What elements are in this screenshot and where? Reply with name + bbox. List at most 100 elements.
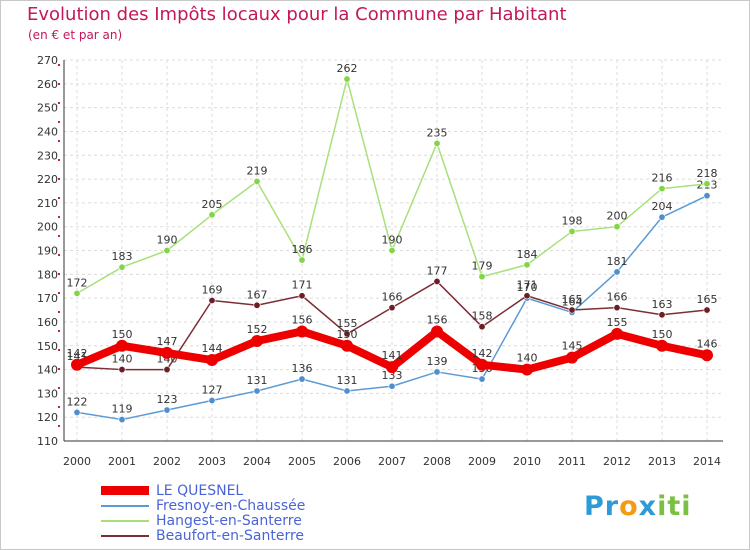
data-point-beaufort-en-santerre xyxy=(523,292,531,300)
y-tick-label: 220 xyxy=(37,173,58,186)
data-point-beaufort-en-santerre xyxy=(658,311,666,319)
x-tick-label: 2004 xyxy=(243,455,271,468)
data-label-fresnoy-en-chauss-e: 131 xyxy=(247,374,268,387)
data-label-beaufort-en-santerre: 167 xyxy=(247,288,268,301)
x-tick-label: 2009 xyxy=(468,455,496,468)
data-point-le-quesnel xyxy=(521,363,533,376)
data-point-fresnoy-en-chauss-e xyxy=(703,192,711,200)
x-tick-label: 2012 xyxy=(603,455,631,468)
data-label-le-quesnel: 146 xyxy=(697,337,718,350)
data-point-hangest-en-santerre xyxy=(658,185,666,193)
data-label-beaufort-en-santerre: 155 xyxy=(337,317,358,330)
data-point-le-quesnel xyxy=(116,339,128,352)
data-point-le-quesnel xyxy=(566,351,578,364)
data-label-beaufort-en-santerre: 171 xyxy=(292,279,313,292)
legend-swatch-hangest xyxy=(101,520,149,522)
legend-label-hangest: Hangest-en-Santerre xyxy=(156,513,302,529)
proxiti-logo: Proxiti xyxy=(584,491,692,522)
data-point-fresnoy-en-chauss-e xyxy=(253,387,261,395)
data-label-le-quesnel: 155 xyxy=(607,316,628,329)
data-label-hangest-en-santerre: 190 xyxy=(382,234,403,247)
y-tick-label: 200 xyxy=(37,221,58,234)
data-label-fresnoy-en-chauss-e: 181 xyxy=(607,255,628,268)
data-point-le-quesnel xyxy=(701,349,713,362)
data-point-hangest-en-santerre xyxy=(253,177,261,185)
y-tick-label: 120 xyxy=(37,411,58,424)
legend-label-le-quesnel: LE QUESNEL xyxy=(156,483,244,499)
data-label-fresnoy-en-chauss-e: 119 xyxy=(112,403,133,416)
data-point-beaufort-en-santerre xyxy=(298,292,306,300)
data-point-le-quesnel xyxy=(611,327,623,340)
data-label-beaufort-en-santerre: 163 xyxy=(652,298,673,311)
data-point-beaufort-en-santerre xyxy=(388,304,396,312)
data-point-beaufort-en-santerre xyxy=(568,306,576,314)
data-point-le-quesnel xyxy=(656,339,668,352)
data-label-hangest-en-santerre: 172 xyxy=(67,276,88,289)
data-point-fresnoy-en-chauss-e xyxy=(208,397,216,405)
data-label-le-quesnel: 147 xyxy=(157,335,178,348)
data-point-le-quesnel xyxy=(161,346,173,359)
data-label-fresnoy-en-chauss-e: 136 xyxy=(292,362,313,375)
data-label-fresnoy-en-chauss-e: 170 xyxy=(517,281,538,294)
data-label-beaufort-en-santerre: 165 xyxy=(697,293,718,306)
data-point-beaufort-en-santerre xyxy=(163,366,171,374)
data-point-hangest-en-santerre xyxy=(343,75,351,83)
data-label-hangest-en-santerre: 205 xyxy=(202,198,223,211)
data-label-fresnoy-en-chauss-e: 164 xyxy=(562,295,583,308)
y-tick-label: 230 xyxy=(37,149,58,162)
data-label-hangest-en-santerre: 200 xyxy=(607,210,628,223)
y-tick-label: 140 xyxy=(37,364,58,377)
data-label-fresnoy-en-chauss-e: 122 xyxy=(67,395,88,408)
legend-swatch-beaufort xyxy=(101,535,149,537)
data-label-le-quesnel: 150 xyxy=(112,328,133,341)
legend-swatch-le-quesnel xyxy=(101,486,149,495)
data-point-hangest-en-santerre xyxy=(208,211,216,219)
data-label-hangest-en-santerre: 216 xyxy=(652,172,673,185)
y-tick-label: 150 xyxy=(37,340,58,353)
data-point-hangest-en-santerre xyxy=(118,263,126,271)
x-tick-label: 2010 xyxy=(513,455,541,468)
data-label-beaufort-en-santerre: 171 xyxy=(517,279,538,292)
data-label-fresnoy-en-chauss-e: 133 xyxy=(382,369,403,382)
data-label-fresnoy-en-chauss-e: 127 xyxy=(202,384,223,397)
data-point-le-quesnel xyxy=(431,325,443,338)
data-point-le-quesnel xyxy=(386,361,398,374)
data-label-beaufort-en-santerre: 158 xyxy=(472,310,493,323)
chart-subtitle: (en € et par an) xyxy=(28,28,123,42)
data-label-beaufort-en-santerre: 166 xyxy=(382,291,403,304)
data-label-hangest-en-santerre: 184 xyxy=(517,248,538,261)
x-tick-label: 2001 xyxy=(108,455,136,468)
data-point-hangest-en-santerre xyxy=(73,289,81,297)
y-tick-label: 130 xyxy=(37,387,58,400)
y-tick-label: 260 xyxy=(37,78,58,91)
x-tick-label: 2006 xyxy=(333,455,361,468)
data-point-le-quesnel xyxy=(71,358,83,371)
data-point-beaufort-en-santerre xyxy=(253,301,261,309)
data-point-beaufort-en-santerre xyxy=(433,277,441,285)
logo-part-1: Pr xyxy=(584,491,620,522)
data-label-fresnoy-en-chauss-e: 123 xyxy=(157,393,178,406)
data-point-hangest-en-santerre xyxy=(388,247,396,255)
data-label-beaufort-en-santerre: 165 xyxy=(562,293,583,306)
y-tick-label: 190 xyxy=(37,245,58,258)
data-point-hangest-en-santerre xyxy=(478,273,486,281)
data-point-le-quesnel xyxy=(296,325,308,338)
data-point-beaufort-en-santerre xyxy=(478,323,486,331)
data-label-le-quesnel: 150 xyxy=(652,328,673,341)
data-label-hangest-en-santerre: 198 xyxy=(562,214,583,227)
data-label-le-quesnel: 144 xyxy=(202,342,223,355)
data-point-hangest-en-santerre xyxy=(163,247,171,255)
data-label-hangest-en-santerre: 235 xyxy=(427,126,448,139)
x-tick-label: 2003 xyxy=(198,455,226,468)
y-tick-label: 160 xyxy=(37,316,58,329)
logo-part-3: x xyxy=(638,491,658,522)
x-tick-label: 2011 xyxy=(558,455,586,468)
y-tick-label: 240 xyxy=(37,125,58,138)
data-label-hangest-en-santerre: 179 xyxy=(472,260,493,273)
data-point-le-quesnel xyxy=(476,358,488,371)
data-point-fresnoy-en-chauss-e xyxy=(478,375,486,383)
logo-part-2: o xyxy=(619,491,639,522)
data-label-hangest-en-santerre: 186 xyxy=(292,243,313,256)
y-tick-label: 110 xyxy=(37,435,58,448)
